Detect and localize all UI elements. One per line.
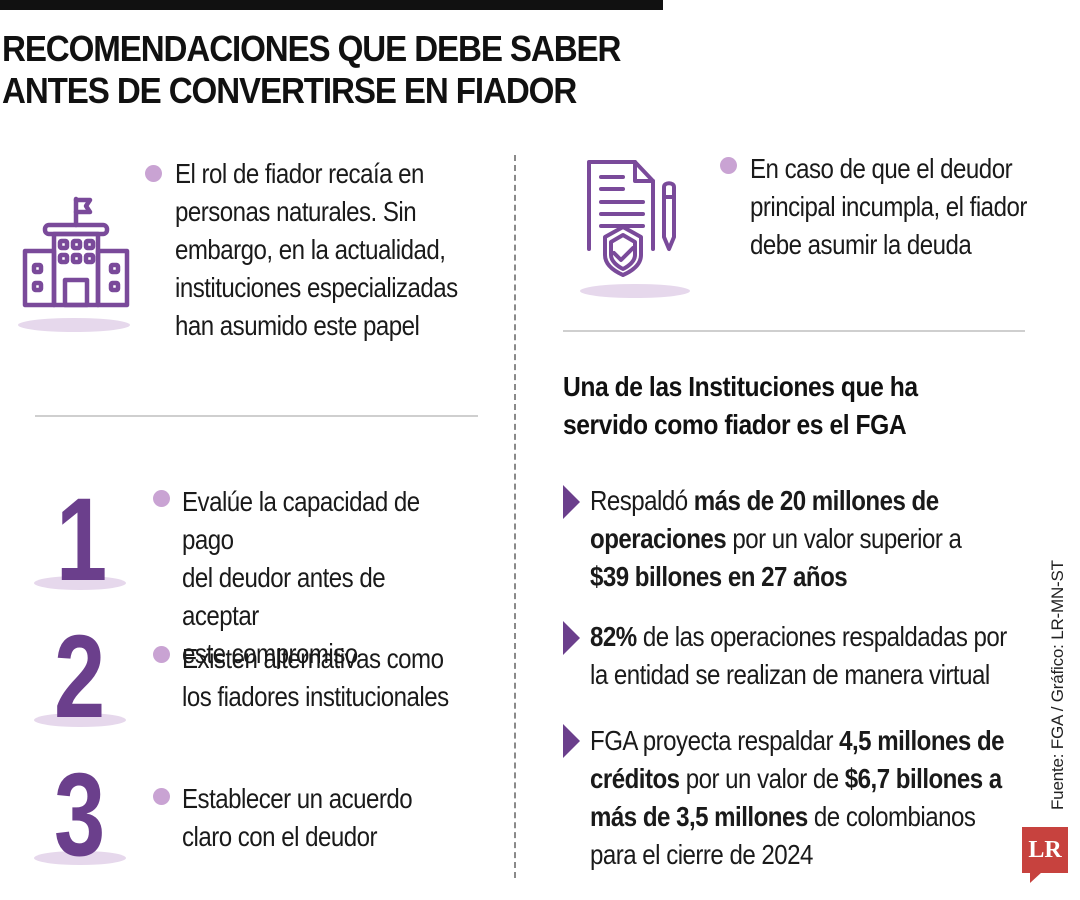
- text-line: los fiadores institucionales: [182, 681, 449, 712]
- text-line: Respaldó más de 20 millones de: [590, 482, 1020, 520]
- text-run: de las operaciones respaldadas por: [636, 621, 1007, 652]
- top-rule: [0, 0, 663, 10]
- text-run-bold: operaciones: [590, 523, 727, 554]
- heading-line: Una de las Instituciones que ha: [563, 371, 918, 402]
- text-line: principal incumpla, el fiador: [750, 191, 1027, 222]
- right-divider: [563, 330, 1025, 332]
- text-run: por un valor de: [679, 763, 845, 794]
- text-line: embargo, en la actualidad,: [175, 234, 446, 265]
- text-run-bold: 4,5 millones de: [839, 725, 1005, 756]
- number-shadow: [34, 576, 126, 590]
- number-shadow: [34, 713, 126, 727]
- text-line: operaciones por un valor superior a: [590, 520, 1020, 558]
- text-line: $39 billones en 27 años: [590, 558, 1020, 596]
- page-title: RECOMENDACIONES QUE DEBE SABER ANTES DE …: [2, 28, 646, 112]
- text-line: Existen alternativas como: [182, 643, 444, 674]
- text-line: del deudor antes de aceptar: [182, 562, 386, 631]
- text-line: créditos por un valor de $6,7 billones a: [590, 760, 1020, 798]
- bullet-dot: [153, 490, 170, 507]
- text-line: este compromiso: [182, 638, 358, 669]
- column-divider: [514, 155, 516, 878]
- text-line: instituciones especializadas: [175, 272, 458, 303]
- text-run-bold: $6,7 billones a: [844, 763, 1002, 794]
- text-run: de colombianos: [807, 801, 976, 832]
- text-line: Evalúe la capacidad de pago: [182, 486, 420, 555]
- left-divider: [35, 415, 478, 417]
- text-run-bold: créditos: [590, 763, 680, 794]
- source-credit: Fuente: FGA / Gráfico: LR-MN-ST: [1048, 560, 1067, 810]
- bullet-dot: [153, 646, 170, 663]
- text-run: por un valor superior a: [726, 523, 962, 554]
- text-line: En caso de que el deudor: [750, 153, 1013, 184]
- fga-fact: FGA proyecta respaldar 4,5 millones de c…: [590, 722, 1020, 874]
- lr-logo: LR: [1022, 827, 1068, 883]
- text-line: personas naturales. Sin: [175, 196, 417, 227]
- bullet-dot: [720, 157, 737, 174]
- text-run: Respaldó: [590, 485, 694, 516]
- text-run-bold: 82%: [590, 621, 637, 652]
- text-run-bold: más de 3,5 millones: [590, 801, 808, 832]
- text-line: El rol de fiador recaía en: [175, 158, 424, 189]
- number-shadow: [34, 851, 126, 865]
- text-run: para el cierre de 2024: [590, 839, 813, 870]
- text-line: más de 3,5 millones de colombianos: [590, 798, 1020, 836]
- document-shield-pen-icon: [585, 157, 685, 282]
- text-line: para el cierre de 2024: [590, 836, 1020, 874]
- title-line-1: RECOMENDACIONES QUE DEBE SABER: [2, 28, 621, 69]
- intro-right-text: En caso de que el deudor principal incum…: [750, 150, 1034, 264]
- text-line: claro con el deudor: [182, 821, 378, 852]
- recommendation-number: 3: [54, 749, 106, 881]
- recommendation-text: Establecer un acuerdo claro con el deudo…: [182, 780, 466, 856]
- text-line: la entidad se realizan de manera virtual: [590, 656, 1020, 694]
- fga-fact: Respaldó más de 20 millones de operacion…: [590, 482, 1020, 596]
- text-run-bold: más de 20 millones de: [693, 485, 939, 516]
- title-line-2: ANTES DE CONVERTIRSE EN FIADOR: [2, 70, 577, 111]
- recommendation-text: Evalúe la capacidad de pago del deudor a…: [182, 483, 466, 673]
- triangle-bullet-icon: [563, 485, 580, 519]
- triangle-bullet-icon: [563, 724, 580, 758]
- fga-fact: 82% de las operaciones respaldadas por l…: [590, 618, 1020, 694]
- triangle-bullet-icon: [563, 621, 580, 655]
- recommendation-number: 2: [54, 611, 106, 743]
- text-line: 82% de las operaciones respaldadas por: [590, 618, 1020, 656]
- text-line: han asumido este papel: [175, 310, 420, 341]
- icon-shadow: [580, 284, 690, 298]
- bullet-dot: [145, 165, 162, 182]
- text-run-bold: $39 billones en 27 años: [590, 561, 848, 592]
- building-flag-icon: [22, 195, 130, 310]
- text-line: FGA proyecta respaldar 4,5 millones de: [590, 722, 1020, 760]
- text-line: Establecer un acuerdo: [182, 783, 413, 814]
- text-run: FGA proyecta respaldar: [590, 725, 840, 756]
- recommendation-number: 1: [56, 474, 108, 606]
- fga-heading: Una de las Instituciones que ha servido …: [563, 368, 968, 444]
- bullet-dot: [153, 788, 170, 805]
- heading-line: servido como fiador es el FGA: [563, 409, 907, 440]
- intro-left-text: El rol de fiador recaía en personas natu…: [175, 155, 485, 345]
- text-run: la entidad se realizan de manera virtual: [590, 659, 990, 690]
- icon-shadow: [18, 318, 130, 332]
- text-line: debe asumir la deuda: [750, 229, 972, 260]
- recommendation-text: Existen alternativas como los fiadores i…: [182, 640, 466, 716]
